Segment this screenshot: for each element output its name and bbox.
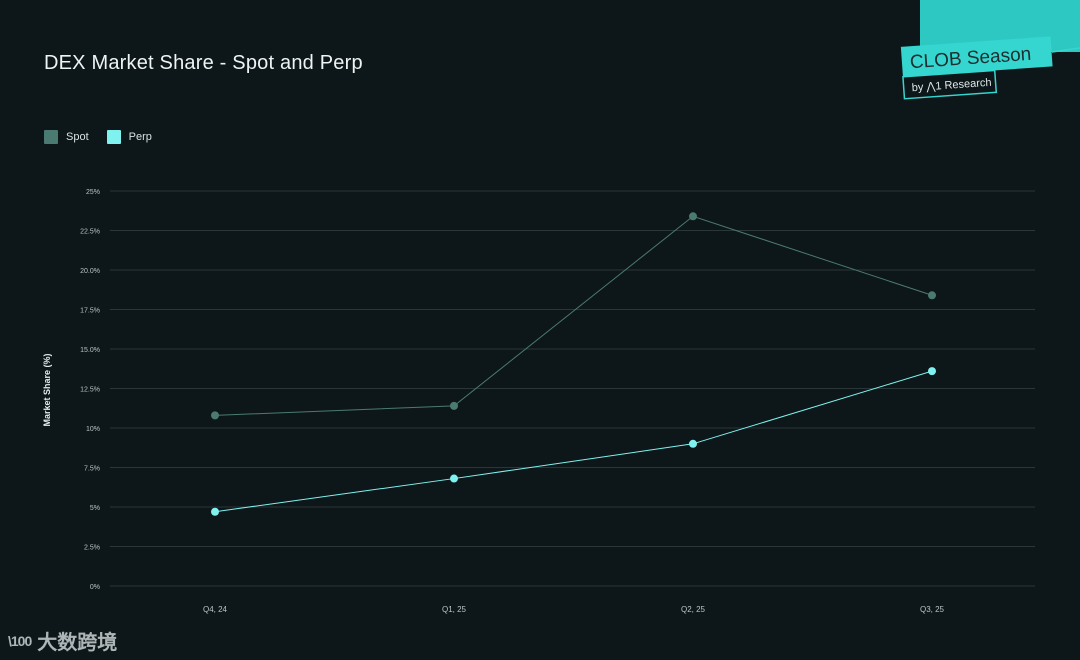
data-point-spot[interactable] bbox=[450, 401, 458, 410]
x-tick-label: Q4, 24 bbox=[203, 605, 228, 614]
chart-title: DEX Market Share - Spot and Perp bbox=[44, 52, 363, 74]
series-line-perp bbox=[214, 370, 933, 513]
data-point-spot[interactable] bbox=[689, 212, 697, 221]
y-tick-label: 12.5% bbox=[80, 387, 100, 394]
watermark-text: 大数跨境 bbox=[37, 632, 118, 654]
series-lines bbox=[214, 215, 933, 513]
series-line-spot bbox=[214, 215, 933, 416]
data-point-perp[interactable] bbox=[211, 507, 219, 516]
y-axis-label: Market Share (%) bbox=[42, 353, 52, 426]
legend-label-perp: Perp bbox=[128, 131, 152, 143]
data-point-perp[interactable] bbox=[928, 367, 936, 376]
legend-item-perp: Perp bbox=[106, 130, 152, 144]
chart-legend: Spot Perp bbox=[44, 130, 170, 144]
y-tick-label: 10% bbox=[86, 426, 100, 433]
y-tick-label: 25% bbox=[86, 189, 100, 196]
legend-label-spot: Spot bbox=[66, 131, 89, 143]
grid-lines bbox=[110, 190, 1035, 587]
watermark-logo: \100 bbox=[8, 632, 32, 649]
data-point-spot[interactable] bbox=[211, 411, 219, 420]
x-tick-label: Q1, 25 bbox=[442, 605, 467, 614]
badge-sub-text: by ⋀1 Research bbox=[911, 77, 992, 95]
legend-swatch-perp bbox=[106, 130, 121, 144]
badge-sub-box bbox=[902, 69, 998, 100]
y-tick-label: 7.5% bbox=[84, 466, 100, 473]
y-tick-label: 22.5% bbox=[80, 229, 100, 236]
series-points bbox=[211, 212, 936, 516]
data-point-spot[interactable] bbox=[928, 291, 936, 300]
legend-item-spot: Spot bbox=[44, 130, 89, 144]
x-tick-label: Q3, 25 bbox=[920, 605, 945, 614]
y-tick-label: 15.0% bbox=[80, 347, 100, 354]
data-point-perp[interactable] bbox=[689, 439, 697, 448]
y-tick-label: 5% bbox=[90, 505, 100, 512]
watermark: \100 大数跨境 bbox=[8, 626, 117, 655]
badge-main-box bbox=[900, 36, 1053, 77]
y-tick-labels: 0% 2.5% 5% 7.5% 10% 12.5% 15.0% 17.5% 20.0% 22.5%… bbox=[80, 189, 100, 591]
data-point-perp[interactable] bbox=[450, 474, 458, 483]
x-tick-labels: Q4, 24 Q1, 25 Q2, 25 Q3, 25 bbox=[203, 605, 945, 614]
y-tick-label: 17.5% bbox=[80, 308, 100, 315]
y-tick-label: 2.5% bbox=[84, 545, 100, 552]
legend-swatch-spot bbox=[44, 130, 58, 144]
y-tick-label: 20.0% bbox=[80, 268, 100, 275]
x-tick-label: Q2, 25 bbox=[681, 605, 706, 614]
clob-season-badge: CLOB Season by ⋀1 Research bbox=[900, 0, 1080, 100]
y-tick-label: 0% bbox=[90, 584, 100, 591]
